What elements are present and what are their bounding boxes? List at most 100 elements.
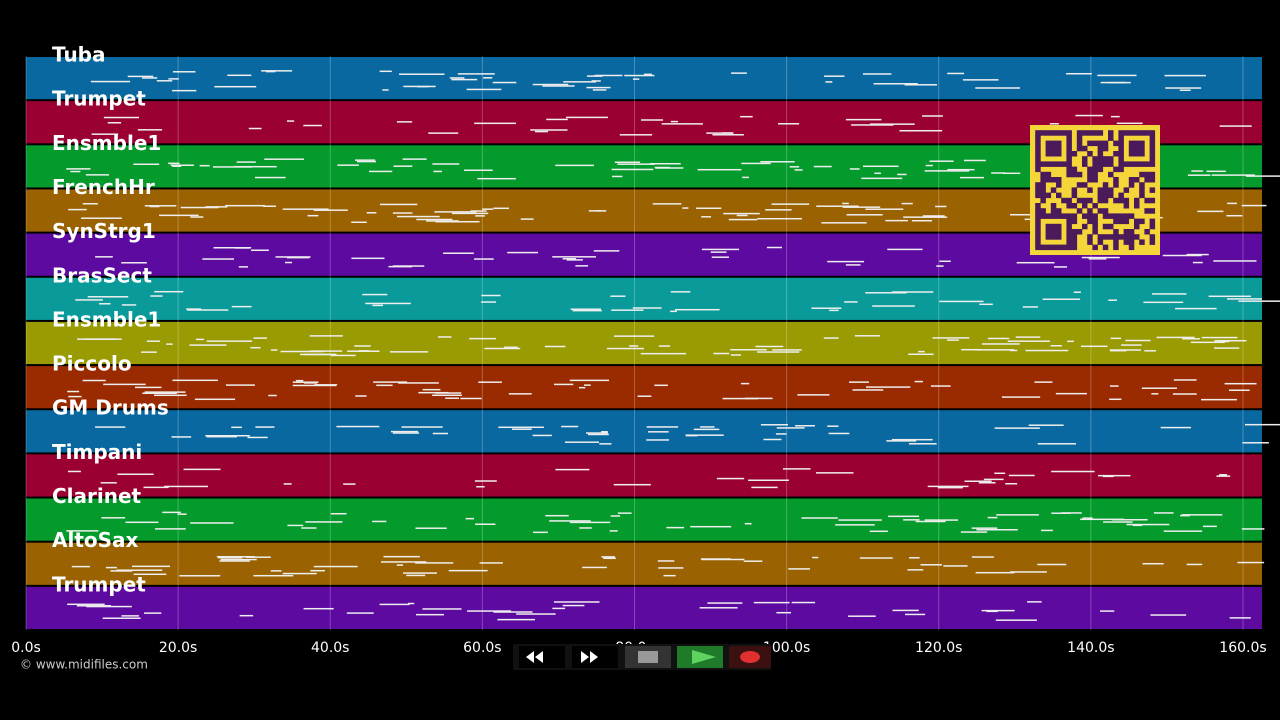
qr-cell	[1066, 156, 1072, 162]
qr-cell	[1134, 177, 1140, 183]
note	[235, 247, 250, 249]
note	[66, 530, 99, 532]
track-row	[26, 542, 1262, 585]
note	[1242, 442, 1269, 444]
note	[172, 71, 196, 73]
qr-cell	[1040, 197, 1046, 204]
note	[1001, 396, 1041, 398]
note	[415, 613, 444, 616]
note	[372, 304, 384, 307]
note	[649, 162, 681, 165]
note	[448, 569, 488, 572]
note	[975, 87, 1020, 89]
note	[1245, 175, 1280, 177]
note	[402, 158, 427, 160]
note	[87, 296, 129, 298]
note	[870, 123, 915, 125]
qr-cell	[1071, 151, 1078, 157]
note	[1186, 253, 1209, 256]
note	[170, 164, 194, 166]
qr-cell	[1092, 171, 1098, 178]
note	[700, 426, 715, 428]
note	[848, 615, 876, 617]
note	[214, 85, 257, 88]
note	[337, 164, 359, 166]
qr-cell	[1149, 234, 1156, 240]
note	[236, 161, 256, 163]
note	[1097, 474, 1131, 477]
note	[1202, 525, 1217, 528]
qr-cell	[1118, 140, 1124, 147]
qr-cell	[1092, 213, 1098, 219]
note	[1116, 122, 1143, 125]
note	[570, 308, 601, 310]
note	[569, 379, 610, 382]
note	[354, 345, 371, 347]
note	[915, 520, 946, 523]
note	[828, 432, 850, 435]
note	[891, 291, 934, 293]
note	[1226, 214, 1243, 217]
note	[216, 555, 256, 558]
note	[379, 203, 418, 206]
note	[168, 162, 180, 165]
note	[730, 348, 767, 351]
qr-cell	[1134, 151, 1140, 157]
note	[190, 522, 234, 524]
qr-cell	[1040, 208, 1046, 214]
qr-cell	[1056, 244, 1062, 251]
record-icon	[740, 651, 760, 663]
qr-cell	[1066, 145, 1072, 152]
qr-cell	[1118, 156, 1124, 162]
note	[292, 384, 337, 387]
note	[1007, 340, 1051, 342]
qr-cell	[1118, 161, 1124, 167]
note	[389, 351, 429, 353]
qr-cell	[1139, 218, 1145, 225]
note	[613, 483, 651, 486]
note	[587, 433, 609, 436]
note	[183, 468, 221, 471]
note	[1082, 517, 1093, 519]
note	[1125, 339, 1151, 342]
note	[697, 168, 742, 171]
note	[716, 477, 745, 480]
note	[827, 260, 865, 263]
qr-cell	[1118, 145, 1124, 152]
time-tick-label: 20.0s	[159, 640, 197, 656]
note	[451, 212, 489, 215]
note	[937, 486, 963, 489]
note	[434, 392, 462, 394]
note	[617, 163, 655, 165]
note	[270, 570, 282, 572]
note	[823, 337, 839, 339]
note	[186, 308, 202, 310]
qr-cell	[1128, 213, 1135, 219]
qr-cell	[1092, 223, 1098, 230]
note	[766, 246, 783, 249]
qr-cell	[1056, 229, 1062, 235]
note	[701, 248, 740, 251]
qr-cell	[1076, 208, 1083, 214]
note	[788, 568, 810, 570]
qr-cell	[1092, 140, 1098, 147]
note	[891, 438, 933, 441]
note	[1088, 258, 1107, 260]
qr-cell	[1092, 229, 1098, 235]
note	[85, 174, 109, 176]
note	[582, 566, 607, 569]
note	[1211, 174, 1255, 176]
note	[91, 133, 119, 135]
note	[121, 615, 139, 617]
qr-cell	[1087, 166, 1093, 173]
note	[343, 483, 356, 485]
note	[532, 83, 569, 86]
note	[776, 427, 805, 429]
note	[280, 350, 324, 353]
qr-cell	[1066, 213, 1072, 219]
note	[545, 514, 569, 517]
time-tick-label: 160.0s	[1219, 640, 1266, 656]
note	[682, 207, 689, 209]
note	[947, 168, 975, 171]
